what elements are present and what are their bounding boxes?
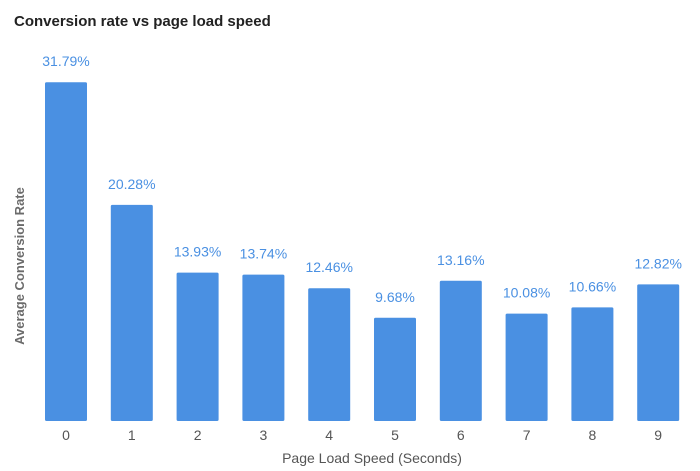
- bar-6: [439, 280, 482, 421]
- bar-3: [242, 274, 285, 421]
- value-label-2: 13.93%: [174, 244, 221, 260]
- x-tick-label-9: 9: [654, 427, 662, 443]
- value-label-1: 20.28%: [108, 176, 155, 192]
- value-label-5: 9.68%: [375, 289, 415, 305]
- x-tick-label-5: 5: [391, 427, 399, 443]
- bar-8: [571, 307, 614, 421]
- bar-5: [374, 317, 416, 421]
- value-label-6: 13.16%: [437, 252, 484, 268]
- x-tick-label-1: 1: [128, 427, 136, 443]
- bar-2: [176, 272, 219, 421]
- x-axis-title: Page Load Speed (Seconds): [282, 450, 462, 466]
- x-tick-label-6: 6: [457, 427, 465, 443]
- bar-7: [505, 313, 548, 421]
- value-label-3: 13.74%: [240, 246, 287, 262]
- value-labels-layer: 31.79% 20.28% 13.93% 13.74% 12.46% 9.68% 13.16…: [42, 53, 682, 305]
- value-label-9: 12.82%: [634, 255, 681, 271]
- bars-layer: [45, 82, 680, 421]
- x-tick-label-2: 2: [194, 427, 202, 443]
- value-label-4: 12.46%: [305, 259, 352, 275]
- x-tick-label-7: 7: [523, 427, 531, 443]
- value-label-7: 10.08%: [503, 285, 550, 301]
- value-label-8: 10.66%: [569, 278, 616, 294]
- x-tick-label-3: 3: [260, 427, 268, 443]
- x-tick-labels-layer: 0 1 2 3 4 5 6 7 8 9: [62, 427, 662, 443]
- bar-0: [45, 82, 87, 421]
- bar-9: [637, 284, 680, 421]
- bar-4: [308, 288, 351, 421]
- x-tick-label-8: 8: [589, 427, 597, 443]
- bar-1: [110, 204, 153, 421]
- y-axis-title: Average Conversion Rate: [12, 187, 27, 345]
- value-label-0: 31.79%: [42, 53, 89, 69]
- chart-title: Conversion rate vs page load speed: [14, 13, 271, 30]
- x-tick-label-0: 0: [62, 427, 70, 443]
- x-tick-label-4: 4: [325, 427, 333, 443]
